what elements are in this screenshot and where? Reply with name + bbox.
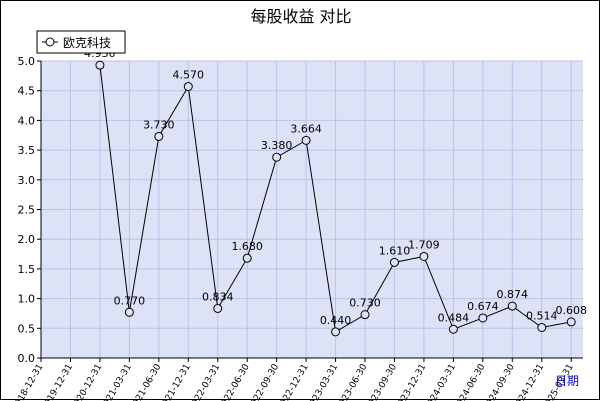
data-label: 0.514: [526, 309, 558, 322]
x-tick-label: 2023-06-30: [335, 362, 370, 401]
y-tick-label: 3.0: [18, 174, 36, 187]
x-tick-label: 2021-12-31: [158, 363, 193, 401]
data-label: 3.730: [143, 118, 175, 131]
data-point: [184, 83, 192, 91]
data-point: [390, 258, 398, 266]
data-point: [538, 323, 546, 331]
data-point: [96, 61, 104, 69]
data-point: [155, 132, 163, 140]
x-tick-label: 2022-06-30: [217, 362, 252, 401]
data-point: [420, 252, 428, 260]
y-tick-label: 0.5: [18, 322, 36, 335]
x-axis-date-label: 日期: [555, 374, 579, 388]
data-label: 0.608: [555, 304, 587, 317]
data-point: [361, 311, 369, 319]
x-tick-label: 2022-12-31: [276, 363, 311, 401]
x-tick-label: 2022-03-31: [188, 363, 223, 401]
data-point: [243, 254, 251, 262]
y-tick-label: 1.0: [18, 293, 36, 306]
x-tick-label: 2023-09-30: [364, 362, 399, 401]
x-tick-label: 2024-12-31: [512, 363, 547, 401]
data-point: [508, 302, 516, 310]
y-tick-label: 4.5: [18, 85, 36, 98]
data-point: [302, 136, 310, 144]
y-tick-label: 0.0: [18, 352, 36, 365]
x-tick-label: 2024-09-30: [482, 362, 517, 401]
y-tick-label: 3.5: [18, 144, 36, 157]
data-label: 0.484: [438, 311, 470, 324]
x-tick-label: 2019-12-31: [40, 363, 75, 401]
data-label: 0.674: [467, 300, 499, 313]
data-label: 0.730: [349, 297, 381, 310]
x-tick-label: 2023-03-31: [305, 363, 340, 401]
data-label: 3.664: [290, 122, 322, 135]
y-tick-label: 2.5: [18, 204, 36, 217]
data-label: 4.570: [173, 69, 205, 82]
data-label: 0.874: [497, 288, 529, 301]
y-tick-label: 2.0: [18, 233, 36, 246]
x-tick-label: 2021-03-31: [99, 363, 134, 401]
data-point: [449, 325, 457, 333]
data-point: [214, 304, 222, 312]
data-point: [273, 153, 281, 161]
data-point: [567, 318, 575, 326]
y-tick-label: 1.5: [18, 263, 36, 276]
legend-label: 欧克科技: [63, 36, 111, 50]
y-tick-label: 5.0: [18, 55, 36, 68]
y-tick-label: 4.0: [18, 114, 36, 127]
data-label: 0.834: [202, 290, 234, 303]
data-point: [479, 314, 487, 322]
data-label: 3.380: [261, 139, 293, 152]
x-tick-label: 2024-03-31: [423, 363, 458, 401]
x-tick-label: 2018-12-31: [11, 363, 46, 401]
data-label: 0.770: [114, 294, 146, 307]
x-tick-label: 2022-09-30: [246, 362, 281, 401]
data-label: 0.440: [320, 314, 352, 327]
x-tick-label: 2021-06-30: [129, 362, 164, 401]
data-label: 1.610: [379, 244, 411, 257]
x-tick-label: 2023-12-31: [394, 363, 429, 401]
data-point: [125, 308, 133, 316]
chart-title: 每股收益 对比: [250, 7, 351, 26]
legend-marker: [46, 38, 54, 46]
data-label: 1.680: [231, 240, 263, 253]
data-label: 1.709: [408, 238, 440, 251]
x-tick-label: 2020-12-31: [70, 363, 105, 401]
data-point: [332, 328, 340, 336]
x-tick-label: 2024-06-30: [453, 362, 488, 401]
